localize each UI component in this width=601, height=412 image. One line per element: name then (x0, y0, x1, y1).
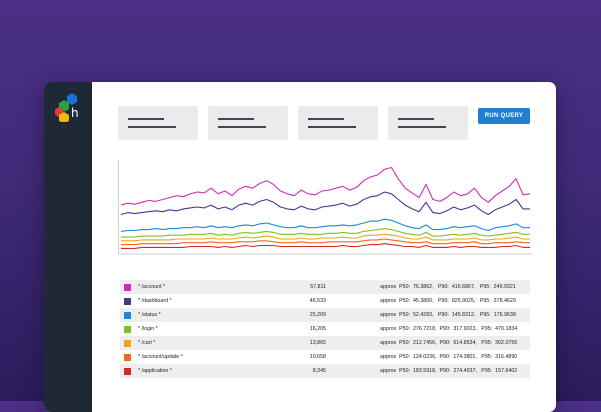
table-row[interactable]: * /status * 25,209 approx P50: 52.4283, P9… (120, 308, 530, 322)
placeholder-line (398, 126, 446, 128)
row-count: 13,865 (309, 339, 326, 346)
series-color-swatch (124, 339, 131, 347)
series-color-swatch (124, 283, 131, 291)
placeholder-line (398, 118, 434, 120)
series-color-swatch (124, 325, 131, 333)
row-stats: approx P50: 276.7218, P90: 317.9023, P95… (380, 325, 518, 332)
series-line-5 (121, 233, 530, 242)
table-row[interactable]: * /dashboard * 46,533 approx P50: 45.3860,… (120, 294, 530, 308)
latency-line-chart (118, 160, 532, 255)
row-label: * /account/update * (138, 353, 183, 360)
row-label: * /account * (138, 283, 166, 290)
table-row[interactable]: * /account * 57,811 approx P50: 76.3862, P… (120, 280, 530, 294)
placeholder-line (218, 126, 266, 128)
series-color-swatch (124, 297, 131, 305)
row-label: * /status * (138, 311, 161, 318)
app-window: h RUN QUERY * /account * 57,811 approx P50… (44, 82, 556, 412)
placeholder-line (308, 118, 344, 120)
query-filter-1[interactable] (118, 106, 198, 140)
row-stats: approx P50: 212.7456, P90: 614.8534, P95… (380, 339, 518, 346)
series-color-swatch (124, 311, 131, 319)
svg-text:h: h (71, 106, 79, 120)
query-filter-2[interactable] (208, 106, 288, 140)
series-group (120, 166, 531, 249)
row-label: * /login * (138, 325, 158, 332)
sidebar: h (44, 82, 92, 412)
honeycomb-logo-icon[interactable]: h (54, 92, 82, 122)
row-count: 46,533 (309, 297, 326, 304)
row-count: 10,658 (309, 353, 326, 360)
series-line-1 (120, 166, 531, 206)
row-stats: approx P50: 124.0236, P90: 174.3801, P95… (380, 353, 518, 360)
row-label: * /application * (138, 367, 172, 374)
series-line-3 (120, 218, 530, 232)
table-row[interactable]: * /application * 8,345 approx P50: 183.591… (120, 364, 530, 378)
query-filter-4[interactable] (388, 106, 468, 140)
series-line-4 (121, 228, 530, 238)
row-stats: approx P50: 76.3862, P90: 416.6867, P95:… (380, 283, 516, 290)
row-count: 57,811 (310, 283, 326, 290)
series-color-swatch (124, 367, 131, 375)
placeholder-line (218, 118, 254, 120)
main-panel: RUN QUERY * /account * 57,811 approx P50: … (92, 82, 556, 412)
row-label: * /cart * (138, 339, 156, 346)
series-line-7 (121, 243, 530, 249)
series-color-swatch (124, 353, 131, 361)
row-stats: approx P50: 183.5918, P90: 274.4937, P95… (380, 367, 518, 374)
row-count: 8,345 (312, 367, 326, 374)
row-stats: approx P50: 52.4283, P90: 145.8312, P95:… (380, 311, 516, 318)
table-row[interactable]: * /login * 16,205 approx P50: 276.7218, P9… (120, 322, 530, 336)
placeholder-line (128, 126, 176, 128)
table-row[interactable]: * /cart * 13,865 approx P50: 212.7456, P90… (120, 336, 530, 350)
query-filter-3[interactable] (298, 106, 378, 140)
series-line-2 (120, 191, 530, 216)
row-count: 25,209 (309, 311, 326, 318)
row-label: * /dashboard * (138, 297, 172, 304)
table-row[interactable]: * /account/update * 10,658 approx P50: 124… (120, 350, 530, 364)
run-query-button[interactable]: RUN QUERY (478, 108, 530, 124)
results-table: * /account * 57,811 approx P50: 76.3862, P… (120, 280, 530, 378)
placeholder-line (128, 118, 164, 120)
row-stats: approx P50: 45.3860, P90: 825.9025, P95:… (380, 297, 516, 304)
placeholder-line (308, 126, 356, 128)
row-count: 16,205 (309, 325, 326, 332)
series-line-6 (121, 238, 530, 246)
